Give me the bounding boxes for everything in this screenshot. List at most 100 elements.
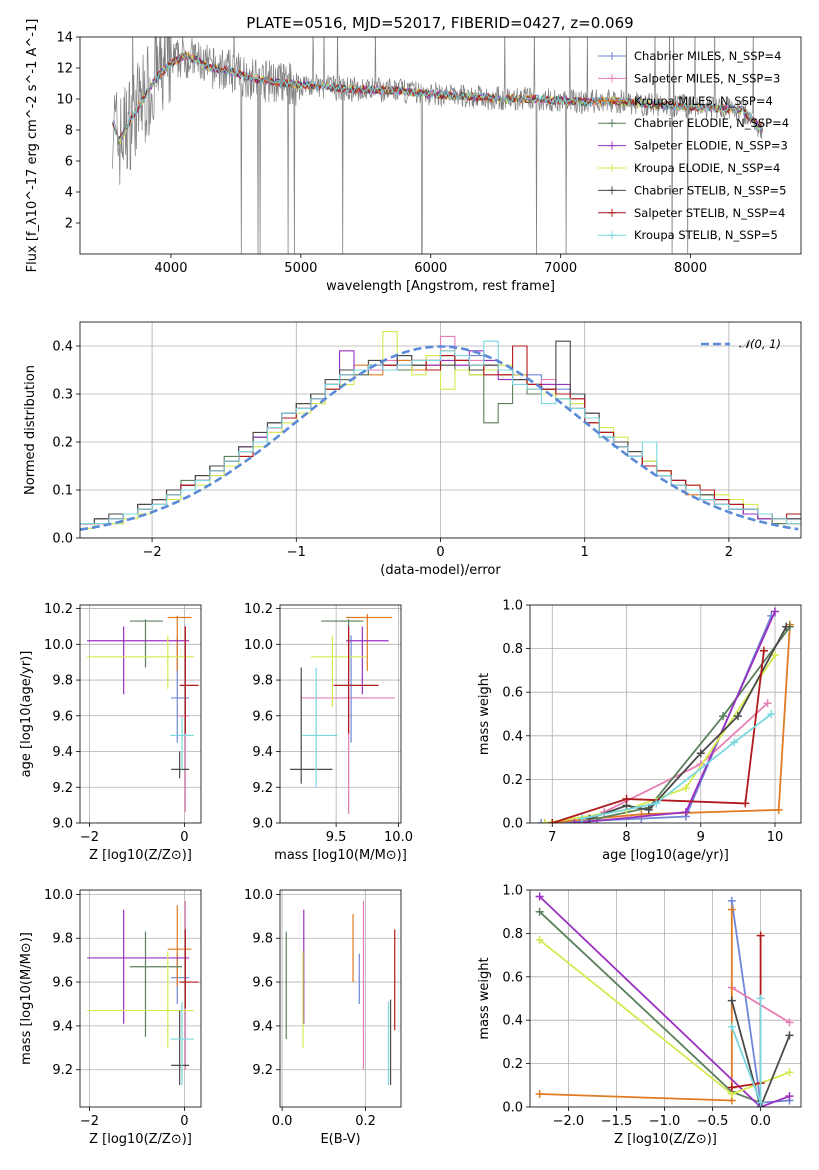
y-tick-label: 2	[65, 217, 73, 232]
axes-frame	[79, 321, 802, 539]
plot-area	[280, 605, 401, 823]
data-point	[719, 712, 728, 721]
x-tick-label: 0.0	[750, 1114, 771, 1129]
legend-marker	[608, 141, 616, 150]
plot-area	[530, 605, 801, 823]
x-tick-label: −1	[287, 545, 306, 560]
y-tick-label: 9.4	[252, 1019, 273, 1034]
y-tick-label: 0.4	[502, 1014, 523, 1029]
x-tick-label: 10	[767, 830, 784, 845]
x-axis-label: wavelength [Angstrom, rest frame]	[326, 279, 555, 294]
model-line	[112, 52, 763, 141]
x-tick-label: 8000	[674, 261, 707, 276]
y-tick-label: 9.0	[252, 817, 273, 832]
axes-massweight_vs_age: 7 8 9 10 0.0 0.2 0.4 0.6 0.8 1.0 age [log10(age/yr…	[477, 599, 802, 863]
data-point	[785, 1018, 794, 1027]
data-point	[535, 1089, 544, 1098]
plot-area	[80, 890, 201, 1107]
axes-frame	[279, 889, 402, 1108]
x-tick-label: 0	[180, 830, 188, 845]
legend-label: Salpeter ELODIE, N_SSP=3	[634, 139, 788, 153]
axes-mass_vs_Z: −2 0 9.2 9.4 9.6 9.8 10.0 Z [log10(Z/Z⊙)] mass […	[19, 888, 202, 1147]
y-tick-label: 0.0	[52, 532, 73, 547]
data-point	[727, 1022, 736, 1031]
x-tick-label: 0.0	[272, 1114, 293, 1129]
y-tick-label: 0.8	[502, 927, 523, 942]
data-point	[535, 892, 544, 901]
data-point	[548, 819, 557, 823]
y-tick-label: 4	[65, 186, 73, 201]
axes-frame	[79, 889, 202, 1108]
y-tick-label: 0.1	[52, 484, 73, 499]
legend-label: Kroupa STELIB, N_SSP=5	[634, 228, 778, 242]
data-point	[696, 749, 705, 758]
data-point	[741, 799, 750, 808]
y-tick-label: 9.4	[52, 1019, 73, 1034]
x-axis-label: (data-model)/error	[380, 563, 501, 578]
data-point	[782, 622, 791, 631]
data-point	[652, 799, 661, 808]
y-tick-label: 10.0	[244, 638, 273, 653]
plot-area	[80, 605, 201, 823]
data-point	[535, 907, 544, 916]
legend-marker	[608, 74, 616, 83]
y-tick-label: 9.2	[52, 781, 73, 796]
y-tick-label: 10.2	[44, 602, 73, 617]
y-tick-label: 0.8	[502, 642, 523, 657]
legend-marker	[608, 96, 616, 105]
y-tick-label: 0.2	[502, 1057, 523, 1072]
y-tick-label: 0.6	[502, 970, 523, 985]
x-tick-label: −0.5	[697, 1114, 729, 1129]
y-tick-label: 9.2	[252, 781, 273, 796]
y-tick-label: 0.0	[502, 1101, 523, 1116]
x-tick-label: 0	[436, 545, 444, 560]
x-axis-label: E(B-V)	[320, 1132, 360, 1147]
legend-label: Chabrier ELODIE, N_SSP=4	[634, 116, 789, 130]
plot-area	[530, 890, 801, 1107]
x-tick-label: 6000	[414, 261, 447, 276]
y-tick-label: 10.2	[244, 602, 273, 617]
data-point	[756, 1098, 765, 1107]
data-point	[727, 996, 736, 1005]
data-point	[570, 819, 579, 823]
data-point	[727, 1083, 736, 1092]
axes-spectrum: 4000 5000 6000 7000 8000 2 4 6 8 10 12 14 wavelength…	[25, 19, 802, 294]
axes-massweight_vs_Z: −2.0 −1.5 −1.0 −0.5 0.0 0.0 0.2 0.4 0.6 0.8 1.0 Z […	[477, 884, 802, 1147]
x-axis-label: Z [log10(Z/Z⊙)]	[614, 1132, 717, 1147]
x-tick-label: 8	[622, 830, 630, 845]
y-tick-label: 9.8	[52, 674, 73, 689]
data-point	[537, 819, 546, 823]
plot-area	[280, 890, 401, 1107]
y-axis-label: Normed distribution	[23, 365, 38, 495]
data-point	[577, 814, 586, 823]
legend-label: Salpeter STELIB, N_SSP=4	[634, 206, 785, 220]
data-point	[622, 795, 631, 804]
y-tick-label: 9.2	[252, 1063, 273, 1078]
data-point	[759, 646, 768, 655]
data-point	[727, 905, 736, 914]
data-point	[785, 1031, 794, 1040]
y-tick-label: 0.2	[52, 436, 73, 451]
x-tick-label: −2.0	[553, 1114, 585, 1129]
legend-label: Kroupa ELODIE, N_SSP=4	[634, 161, 780, 175]
data-point	[774, 805, 783, 814]
mass-weight-line	[603, 702, 769, 813]
y-tick-label: 9.6	[252, 976, 273, 991]
mass-weight-line	[544, 624, 791, 823]
legend-marker	[608, 164, 616, 172]
axes-age_vs_Z: −2 0 9.0 9.2 9.4 9.6 9.8 10.0 10.2 Z [log10(Z/Z⊙)…	[19, 602, 202, 863]
y-tick-label: 0.4	[502, 729, 523, 744]
x-tick-label: 7	[548, 830, 556, 845]
y-tick-label: 0.0	[502, 817, 523, 832]
y-tick-label: 0.3	[52, 388, 73, 403]
axes-frame	[529, 889, 802, 1108]
y-tick-label: 9.4	[52, 745, 73, 760]
figure-title: PLATE=0516, MJD=52017, FIBERID=0427, z=0…	[246, 14, 633, 32]
data-point	[785, 1068, 794, 1077]
x-tick-label: 0	[180, 1114, 188, 1129]
y-tick-label: 10.0	[244, 888, 273, 903]
y-tick-label: 9.4	[252, 745, 273, 760]
y-tick-label: 9.6	[52, 976, 73, 991]
y-tick-label: 6	[65, 155, 73, 170]
mass-weight-line	[538, 895, 790, 1107]
